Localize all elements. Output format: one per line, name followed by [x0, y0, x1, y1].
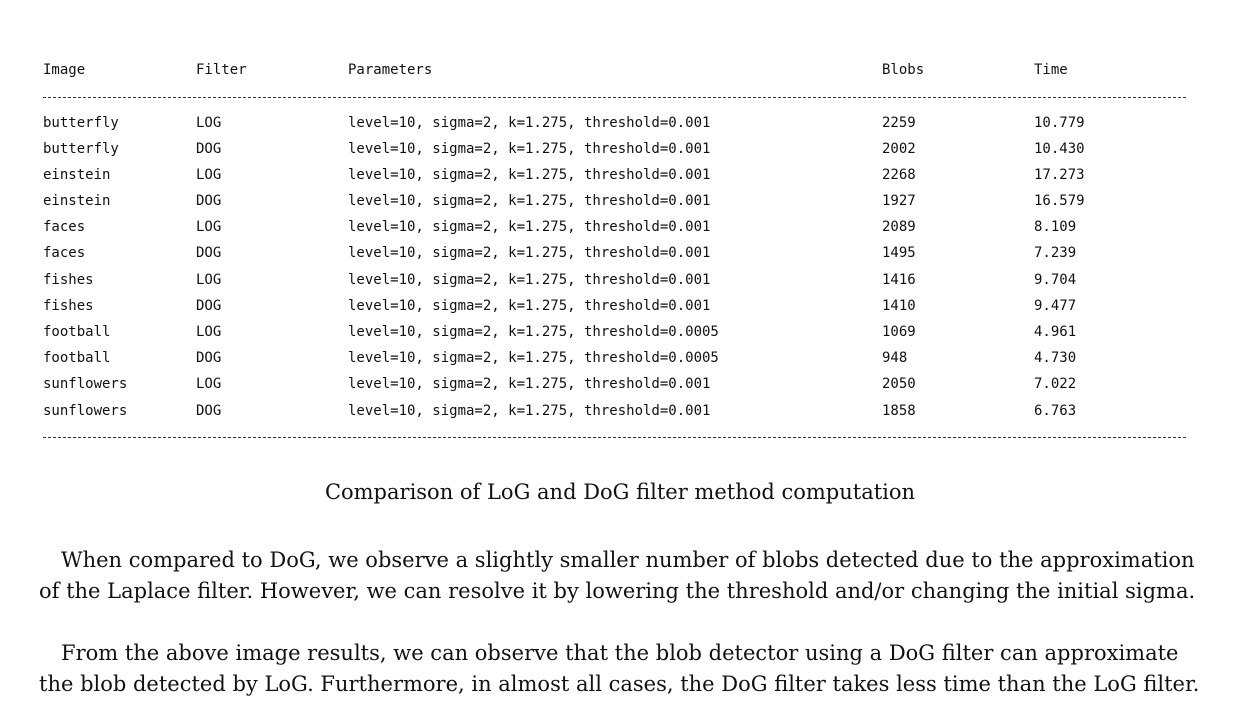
- header-image: Image: [43, 62, 86, 78]
- table-row: football LOG level=10, sigma=2, k=1.275,…: [0, 322, 1240, 342]
- table-row: fishes LOG level=10, sigma=2, k=1.275, t…: [0, 270, 1240, 290]
- cell-image: butterfly: [43, 141, 119, 157]
- cell-time: 4.730: [1034, 350, 1077, 366]
- cell-image: faces: [43, 245, 86, 261]
- cell-blobs: 948: [882, 350, 908, 366]
- cell-parameters: level=10, sigma=2, k=1.275, threshold=0.…: [348, 245, 711, 261]
- table-row: butterfly LOG level=10, sigma=2, k=1.275…: [0, 113, 1240, 133]
- table-row: sunflowers LOG level=10, sigma=2, k=1.27…: [0, 374, 1240, 394]
- cell-blobs: 1495: [882, 245, 916, 261]
- cell-time: 10.430: [1034, 141, 1085, 157]
- table-row: football DOG level=10, sigma=2, k=1.275,…: [0, 348, 1240, 368]
- cell-blobs: 2050: [882, 376, 916, 392]
- cell-filter: DOG: [196, 245, 222, 261]
- cell-image: football: [43, 324, 111, 340]
- cell-filter: DOG: [196, 403, 222, 419]
- cell-blobs: 1858: [882, 403, 916, 419]
- cell-filter: LOG: [196, 272, 222, 288]
- cell-image: sunflowers: [43, 403, 128, 419]
- cell-image: butterfly: [43, 115, 119, 131]
- cell-time: 9.704: [1034, 272, 1077, 288]
- cell-parameters: level=10, sigma=2, k=1.275, threshold=0.…: [348, 272, 711, 288]
- table-row: fishes DOG level=10, sigma=2, k=1.275, t…: [0, 296, 1240, 316]
- cell-time: 7.239: [1034, 245, 1077, 261]
- cell-parameters: level=10, sigma=2, k=1.275, threshold=0.…: [348, 141, 711, 157]
- cell-time: 6.763: [1034, 403, 1077, 419]
- cell-blobs: 2089: [882, 219, 916, 235]
- cell-filter: DOG: [196, 141, 222, 157]
- cell-image: football: [43, 350, 111, 366]
- cell-time: 17.273: [1034, 167, 1085, 183]
- cell-blobs: 2259: [882, 115, 916, 131]
- cell-filter: LOG: [196, 115, 222, 131]
- header-blobs: Blobs: [882, 62, 925, 78]
- paragraph-1: When compared to DoG, we observe a sligh…: [39, 548, 1196, 603]
- cell-image: fishes: [43, 298, 94, 314]
- cell-parameters: level=10, sigma=2, k=1.275, threshold=0.…: [348, 403, 711, 419]
- table-top-divider: [43, 97, 1186, 98]
- cell-filter: DOG: [196, 193, 222, 209]
- cell-time: 16.579: [1034, 193, 1085, 209]
- cell-image: einstein: [43, 193, 111, 209]
- cell-image: einstein: [43, 167, 111, 183]
- cell-filter: DOG: [196, 298, 222, 314]
- cell-parameters: level=10, sigma=2, k=1.275, threshold=0.…: [348, 350, 719, 366]
- cell-filter: LOG: [196, 219, 222, 235]
- cell-parameters: level=10, sigma=2, k=1.275, threshold=0.…: [348, 193, 711, 209]
- cell-blobs: 1410: [882, 298, 916, 314]
- cell-image: fishes: [43, 272, 94, 288]
- cell-time: 7.022: [1034, 376, 1077, 392]
- header-parameters: Parameters: [348, 62, 433, 78]
- table-row: sunflowers DOG level=10, sigma=2, k=1.27…: [0, 401, 1240, 421]
- cell-filter: LOG: [196, 324, 222, 340]
- cell-filter: DOG: [196, 350, 222, 366]
- cell-blobs: 2268: [882, 167, 916, 183]
- table-caption: Comparison of LoG and DoG filter method …: [324, 480, 916, 504]
- cell-filter: LOG: [196, 376, 222, 392]
- table-row: einstein DOG level=10, sigma=2, k=1.275,…: [0, 191, 1240, 211]
- table-row: einstein LOG level=10, sigma=2, k=1.275,…: [0, 165, 1240, 185]
- cell-blobs: 1416: [882, 272, 916, 288]
- cell-blobs: 1927: [882, 193, 916, 209]
- cell-parameters: level=10, sigma=2, k=1.275, threshold=0.…: [348, 324, 719, 340]
- cell-parameters: level=10, sigma=2, k=1.275, threshold=0.…: [348, 219, 711, 235]
- table-row: butterfly DOG level=10, sigma=2, k=1.275…: [0, 139, 1240, 159]
- header-time: Time: [1034, 62, 1068, 78]
- cell-blobs: 2002: [882, 141, 916, 157]
- cell-blobs: 1069: [882, 324, 916, 340]
- cell-parameters: level=10, sigma=2, k=1.275, threshold=0.…: [348, 298, 711, 314]
- header-filter: Filter: [196, 62, 247, 78]
- table-row: faces DOG level=10, sigma=2, k=1.275, th…: [0, 243, 1240, 263]
- cell-image: sunflowers: [43, 376, 128, 392]
- cell-filter: LOG: [196, 167, 222, 183]
- cell-time: 10.779: [1034, 115, 1085, 131]
- cell-image: faces: [43, 219, 86, 235]
- table-bottom-divider: [43, 437, 1186, 438]
- paragraph-2: From the above image results, we can obs…: [39, 641, 1200, 696]
- table-header: Image Filter Parameters Blobs Time: [0, 60, 1240, 80]
- cell-parameters: level=10, sigma=2, k=1.275, threshold=0.…: [348, 376, 711, 392]
- cell-time: 8.109: [1034, 219, 1077, 235]
- cell-parameters: level=10, sigma=2, k=1.275, threshold=0.…: [348, 115, 711, 131]
- cell-parameters: level=10, sigma=2, k=1.275, threshold=0.…: [348, 167, 711, 183]
- cell-time: 4.961: [1034, 324, 1077, 340]
- cell-time: 9.477: [1034, 298, 1077, 314]
- table-row: faces LOG level=10, sigma=2, k=1.275, th…: [0, 217, 1240, 237]
